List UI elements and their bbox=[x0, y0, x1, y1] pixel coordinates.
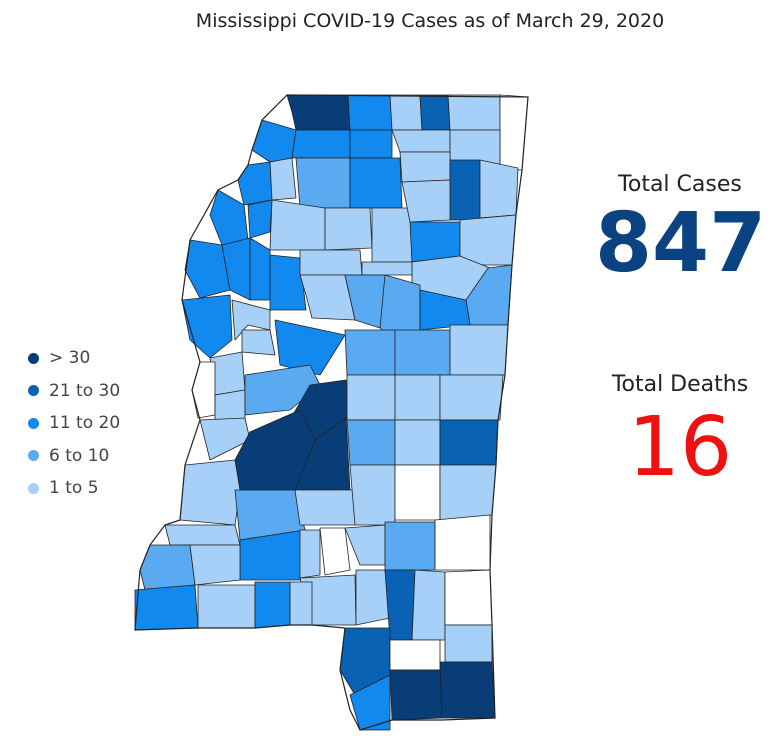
county-region bbox=[249, 237, 271, 301]
county-region bbox=[179, 459, 241, 526]
county-region bbox=[447, 94, 501, 131]
county-region bbox=[449, 324, 509, 376]
county-region bbox=[349, 464, 396, 526]
county-region bbox=[299, 249, 363, 276]
legend-swatch-11-20 bbox=[28, 417, 39, 429]
legend-swatch-6-10 bbox=[28, 450, 39, 462]
county-region bbox=[197, 584, 256, 629]
county-region bbox=[286, 94, 351, 131]
legend-swatch-1-5 bbox=[28, 482, 39, 494]
county-region bbox=[349, 157, 403, 209]
county-region bbox=[269, 157, 297, 201]
county-region bbox=[499, 94, 529, 171]
county-region bbox=[344, 524, 386, 566]
county-region bbox=[444, 569, 493, 626]
county-region bbox=[409, 221, 461, 263]
county-region bbox=[439, 464, 497, 521]
county-region bbox=[346, 419, 396, 466]
total-cases-card: Total Cases 847 bbox=[595, 172, 767, 291]
county-region bbox=[394, 464, 441, 521]
county-region bbox=[164, 524, 241, 546]
county-region bbox=[355, 569, 391, 626]
legend-item: 1 to 5 bbox=[28, 472, 120, 505]
map-title: Mississippi COVID-19 Cases as of March 2… bbox=[195, 10, 665, 32]
total-cases-value: 847 bbox=[595, 196, 767, 291]
county-region bbox=[299, 529, 321, 579]
county-region bbox=[444, 624, 493, 663]
county-region bbox=[269, 199, 326, 251]
county-region bbox=[439, 419, 499, 466]
total-deaths-card: Total Deaths 16 bbox=[595, 372, 765, 489]
legend-swatch-gt30 bbox=[28, 352, 39, 364]
county-region bbox=[347, 94, 393, 131]
legend-label: 21 to 30 bbox=[49, 380, 121, 401]
county-region bbox=[401, 179, 451, 223]
county-region bbox=[231, 299, 271, 341]
county-region bbox=[349, 674, 391, 731]
total-deaths-value: 16 bbox=[627, 400, 733, 495]
county-region bbox=[384, 521, 436, 571]
county-region bbox=[361, 261, 413, 276]
total-cases-label: Total Cases bbox=[618, 172, 742, 197]
county-region bbox=[389, 639, 441, 671]
county-region bbox=[254, 581, 291, 629]
county-region bbox=[479, 159, 519, 219]
county-region bbox=[419, 94, 451, 131]
county-region bbox=[439, 661, 496, 719]
legend-item: 11 to 20 bbox=[28, 407, 120, 440]
county-region bbox=[434, 514, 491, 571]
county-region bbox=[389, 94, 423, 131]
county-region bbox=[251, 119, 297, 163]
county-region bbox=[274, 319, 346, 376]
legend-label: 1 to 5 bbox=[49, 478, 99, 499]
legend-item: 6 to 10 bbox=[28, 440, 120, 473]
county-region bbox=[394, 329, 451, 376]
county-region bbox=[344, 329, 396, 376]
county-region bbox=[247, 199, 273, 239]
legend-swatch-21-30 bbox=[28, 385, 39, 397]
county-region bbox=[391, 129, 451, 153]
county-region bbox=[349, 129, 393, 159]
county-region bbox=[394, 374, 441, 421]
county-region bbox=[295, 157, 351, 209]
county-region bbox=[269, 254, 307, 311]
county-region bbox=[237, 161, 273, 206]
county-region bbox=[411, 569, 446, 641]
county-region bbox=[299, 274, 356, 321]
state-outline bbox=[134, 94, 529, 731]
county-region bbox=[289, 581, 313, 626]
county-region bbox=[394, 419, 441, 466]
county-region bbox=[291, 129, 351, 159]
county-region bbox=[139, 544, 196, 591]
legend-label: 11 to 20 bbox=[49, 413, 121, 434]
county-region bbox=[371, 207, 413, 263]
county-region bbox=[184, 239, 231, 299]
county-region bbox=[294, 489, 356, 526]
legend-label: > 30 bbox=[49, 348, 91, 369]
county-region bbox=[459, 214, 517, 266]
legend: > 30 21 to 30 11 to 20 6 to 10 1 to 5 bbox=[28, 342, 120, 505]
county-region bbox=[241, 329, 276, 356]
county-region bbox=[319, 527, 351, 576]
county-region bbox=[399, 151, 451, 183]
county-region bbox=[324, 207, 373, 251]
legend-item: > 30 bbox=[28, 342, 120, 375]
county-region bbox=[389, 669, 443, 721]
county-region bbox=[189, 544, 241, 586]
legend-item: 21 to 30 bbox=[28, 375, 120, 408]
county-region bbox=[439, 374, 504, 421]
county-region bbox=[191, 361, 216, 419]
county-region bbox=[449, 159, 481, 221]
total-deaths-label: Total Deaths bbox=[611, 372, 749, 397]
county-region bbox=[214, 389, 246, 421]
county-region bbox=[346, 374, 396, 421]
legend-label: 6 to 10 bbox=[49, 445, 110, 466]
county-region bbox=[134, 584, 199, 631]
